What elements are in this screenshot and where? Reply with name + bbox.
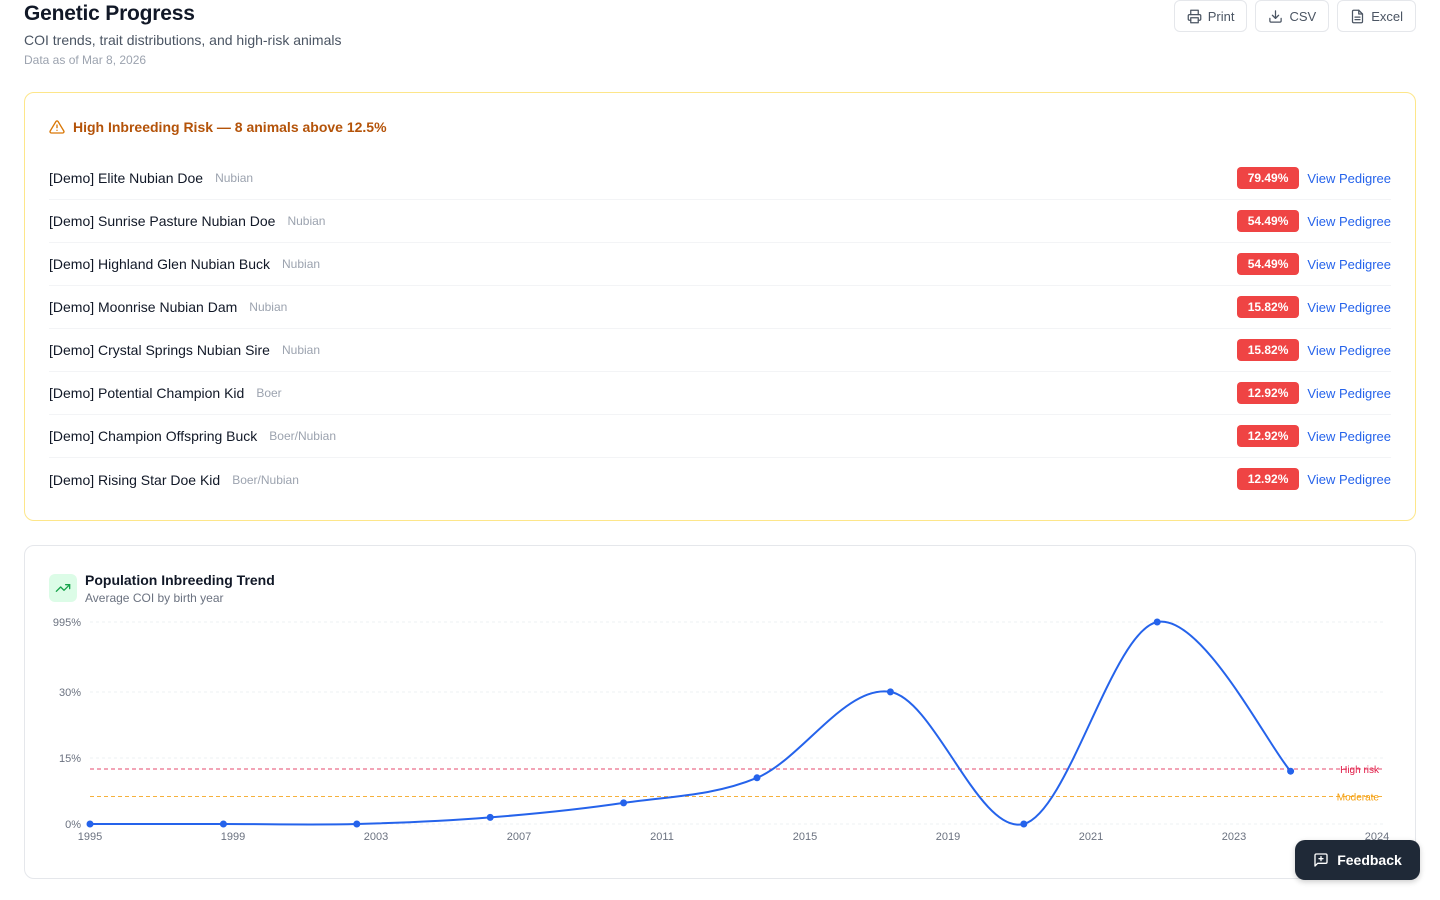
view-pedigree-link[interactable]: View Pedigree [1307,342,1391,358]
animal-name: [Demo] Champion Offspring Buck [49,428,258,444]
coi-trend-chart: High risk Moderate 0% 15% 30% 995% 1995 1999 20… [53,617,1389,843]
list-item: [Demo] Highland Glen Nubian Buck Nubian … [49,243,1391,286]
view-pedigree-link[interactable]: View Pedigree [1307,385,1391,401]
reference-line-label: Moderate [1337,793,1380,804]
animal-breed: Boer/Nubian [269,429,336,443]
trend-icon-badge [49,574,77,602]
x-tick-label: 2019 [936,831,960,843]
coi-badge: 79.49% [1236,167,1300,189]
feedback-button[interactable]: Feedback [1295,840,1420,880]
coi-badge: 15.82% [1236,296,1300,318]
list-item: [Demo] Crystal Springs Nubian Sire Nubia… [49,329,1391,372]
animal-name: [Demo] Rising Star Doe Kid [49,471,221,488]
print-button-label: Print [1207,8,1235,24]
animal-breed: Nubian [282,257,321,271]
x-tick-label: 2011 [650,831,674,843]
list-item: [Demo] Potential Champion Kid Boer 12.92… [49,372,1391,415]
list-item: [Demo] Elite Nubian Doe Nubian 79.49% Vi… [49,157,1391,200]
view-pedigree-link[interactable]: View Pedigree [1307,428,1391,444]
animal-breed: Nubian [281,343,321,357]
trending-up-icon [55,584,71,592]
coi-badge: 12.92% [1236,425,1300,447]
list-item: [Demo] Moonrise Nubian Dam Nubian 15.82%… [49,286,1391,329]
animal-breed: Boer/Nubian [232,472,299,487]
data-point[interactable] [886,688,894,696]
data-point[interactable] [219,820,227,828]
excel-button-label: Excel [1371,8,1403,24]
warning-icon [49,120,65,134]
data-point[interactable] [1287,767,1295,775]
y-tick-label: 995% [53,617,81,629]
high-risk-list: [Demo] Elite Nubian Doe Nubian 79.49% Vi… [49,157,1391,501]
excel-button[interactable]: Excel [1337,0,1416,32]
reference-line-label: High risk [1340,765,1380,776]
data-point[interactable] [753,774,761,782]
animal-name: [Demo] Potential Champion Kid [49,385,245,401]
animal-name: [Demo] Moonrise Nubian Dam [49,299,238,315]
coi-badge: 12.92% [1236,382,1300,404]
view-pedigree-link[interactable]: View Pedigree [1307,256,1391,272]
coi-badge: 54.49% [1236,253,1300,275]
printer-icon [1187,9,1202,23]
animal-breed: Boer [256,386,282,400]
message-square-icon [1314,853,1328,867]
page-title: Genetic Progress [24,2,195,25]
print-button[interactable]: Print [1173,0,1248,32]
coi-badge: 15.82% [1236,339,1300,361]
list-item: [Demo] Sunrise Pasture Nubian Doe Nubian… [49,200,1391,243]
view-pedigree-link[interactable]: View Pedigree [1307,213,1391,229]
y-tick-label: 15% [59,753,81,765]
view-pedigree-link[interactable]: View Pedigree [1307,471,1391,487]
data-as-of: Data as of Mar 8, 2026 [24,53,147,67]
y-tick-label: 30% [59,687,81,699]
data-point[interactable] [353,820,361,828]
animal-name: [Demo] Elite Nubian Doe [49,170,204,186]
data-point[interactable] [86,820,94,828]
page-header: Genetic Progress COI trends, trait distr… [24,0,1416,70]
trend-card: Population Inbreeding Trend Average COI … [24,545,1416,879]
series-line [90,620,1292,826]
data-point[interactable] [1153,618,1161,626]
high-risk-heading: High Inbreeding Risk — 8 animals above 1… [49,119,387,135]
animal-name: [Demo] Crystal Springs Nubian Sire [49,342,270,358]
x-tick-label: 2007 [507,831,531,843]
csv-button-label: CSV [1289,8,1317,24]
coi-badge: 12.92% [1236,468,1300,490]
data-point[interactable] [620,799,628,807]
feedback-label: Feedback [1337,852,1402,868]
x-tick-label: 1999 [221,831,245,843]
view-pedigree-link[interactable]: View Pedigree [1307,170,1391,186]
animal-breed: Nubian [249,300,288,314]
data-point[interactable] [1020,820,1028,828]
csv-button[interactable]: CSV [1255,0,1330,32]
x-tick-label: 2023 [1222,831,1246,843]
view-pedigree-link[interactable]: View Pedigree [1307,299,1391,315]
animal-name: [Demo] Highland Glen Nubian Buck [49,256,271,272]
animal-name: [Demo] Sunrise Pasture Nubian Doe [49,213,276,229]
list-item: [Demo] Rising Star Doe Kid Boer/Nubian 1… [49,458,1391,501]
data-point[interactable] [486,813,494,821]
animal-breed: Nubian [215,171,254,185]
list-item: [Demo] Champion Offspring Buck Boer/Nubi… [49,415,1391,458]
trend-subtitle: Average COI by birth year [85,591,224,605]
x-tick-label: 1995 [78,831,102,843]
x-tick-label: 2021 [1079,831,1103,843]
animal-breed: Nubian [287,214,326,228]
x-tick-label: 2003 [364,831,388,843]
page-subtitle: COI trends, trait distributions, and hig… [24,32,342,48]
y-tick-label: 0% [65,819,81,831]
trend-title: Population Inbreeding Trend [85,572,275,588]
coi-badge: 54.49% [1236,210,1300,232]
file-spreadsheet-icon [1352,9,1364,23]
high-risk-card: High Inbreeding Risk — 8 animals above 1… [24,92,1416,521]
high-risk-title: High Inbreeding Risk — 8 animals above 1… [73,119,387,135]
x-tick-label: 2015 [793,831,817,843]
export-actions: Print CSV Excel [1173,0,1416,32]
download-icon [1269,9,1283,23]
